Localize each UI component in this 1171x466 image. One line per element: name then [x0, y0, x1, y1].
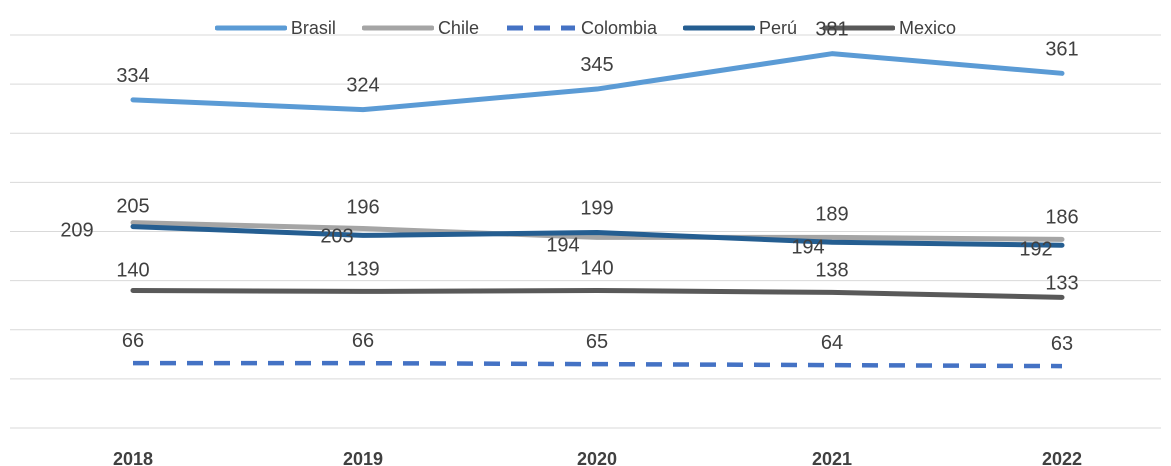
data-label: 64 — [821, 332, 843, 354]
data-label: 205 — [116, 196, 149, 218]
data-label: 139 — [346, 258, 379, 280]
data-label: 345 — [580, 54, 613, 76]
legend-swatch — [214, 19, 287, 37]
legend-label: Chile — [437, 17, 479, 38]
x-tick-label: 2020 — [577, 449, 617, 466]
data-label: 192 — [1019, 238, 1052, 260]
series-line-mexico — [130, 287, 1065, 300]
legend-item: Perú — [683, 14, 797, 42]
legend-item: Chile — [361, 14, 479, 42]
legend-label: Mexico — [899, 17, 957, 38]
data-label: 133 — [1045, 272, 1078, 294]
series-line-colombia — [133, 360, 1063, 369]
data-label: 209 — [60, 220, 93, 242]
legend: Brasil Chile Colombia Perú Mexico — [0, 14, 1171, 42]
data-label: 66 — [352, 330, 374, 352]
data-label: 189 — [815, 203, 848, 225]
legend-swatch — [823, 19, 896, 37]
data-label: 140 — [116, 259, 149, 281]
data-label: 203 — [320, 226, 353, 248]
x-tick-label: 2019 — [343, 449, 383, 466]
legend-label: Colombia — [580, 17, 658, 38]
data-label: 140 — [580, 257, 613, 279]
data-label: 199 — [580, 197, 613, 219]
legend-item: Mexico — [823, 14, 956, 42]
data-label: 361 — [1045, 38, 1078, 60]
data-label: 63 — [1051, 333, 1073, 355]
data-label: 186 — [1045, 206, 1078, 228]
series-line-chile — [130, 220, 1065, 242]
data-label: 194 — [546, 234, 579, 256]
legend-swatch — [683, 19, 756, 37]
legend-label: Perú — [759, 17, 798, 38]
x-tick-label: 2021 — [812, 449, 852, 466]
legend-label: Brasil — [290, 17, 336, 38]
data-label: 324 — [346, 75, 379, 97]
data-label: 138 — [815, 259, 848, 281]
legend-item: Colombia — [505, 14, 657, 42]
data-label: 65 — [586, 331, 608, 353]
legend-item: Brasil — [214, 14, 336, 42]
legend-swatch — [361, 19, 434, 37]
data-label: 196 — [346, 196, 379, 218]
legend-swatch — [505, 19, 577, 37]
series-line-brasil — [130, 51, 1065, 113]
data-label: 194 — [791, 236, 824, 258]
x-tick-label: 2022 — [1042, 449, 1082, 466]
data-label: 334 — [116, 65, 149, 87]
x-tick-label: 2018 — [113, 449, 153, 466]
data-label: 66 — [122, 330, 144, 352]
series-line-perú — [130, 224, 1065, 248]
data-label: 381 — [815, 19, 848, 41]
